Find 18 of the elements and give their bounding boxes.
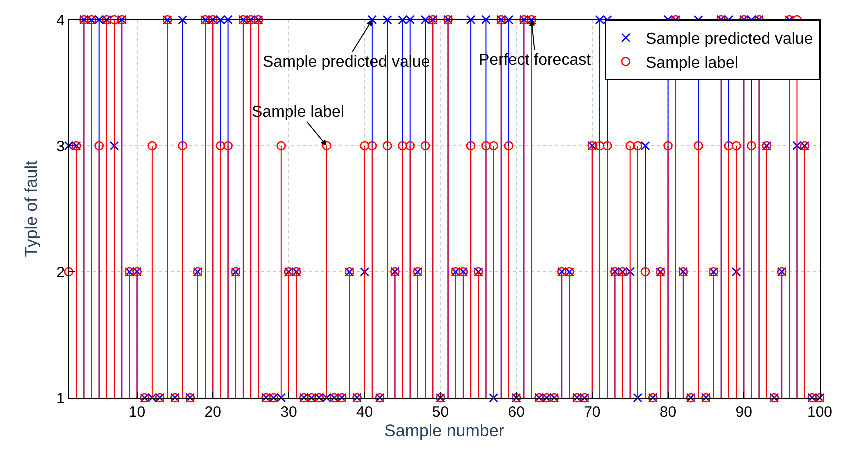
- x-axis-title: Sample number: [384, 421, 505, 440]
- x-tick-label: 70: [584, 404, 601, 421]
- legend-label: Sample label: [646, 54, 738, 72]
- x-tick-label: 40: [356, 404, 374, 421]
- legend-label: Sample predicted value: [646, 31, 814, 48]
- x-tick-label: 30: [280, 404, 298, 421]
- x-tick-label: 20: [204, 404, 222, 421]
- y-tick-label: 1: [56, 390, 65, 408]
- y-tick-label: 4: [56, 12, 65, 30]
- y-tick-label: 2: [56, 264, 65, 282]
- x-tick-label: 50: [432, 404, 450, 421]
- y-tick-label: 3: [56, 138, 65, 156]
- x-tick-label: 10: [128, 404, 146, 421]
- y-axis-title: Typle of fault: [22, 160, 42, 258]
- x-tick-label: 100: [807, 404, 833, 421]
- x-tick-label: 60: [508, 404, 525, 421]
- x-tick-label: 90: [736, 404, 752, 421]
- x-tick-label: 80: [660, 404, 677, 421]
